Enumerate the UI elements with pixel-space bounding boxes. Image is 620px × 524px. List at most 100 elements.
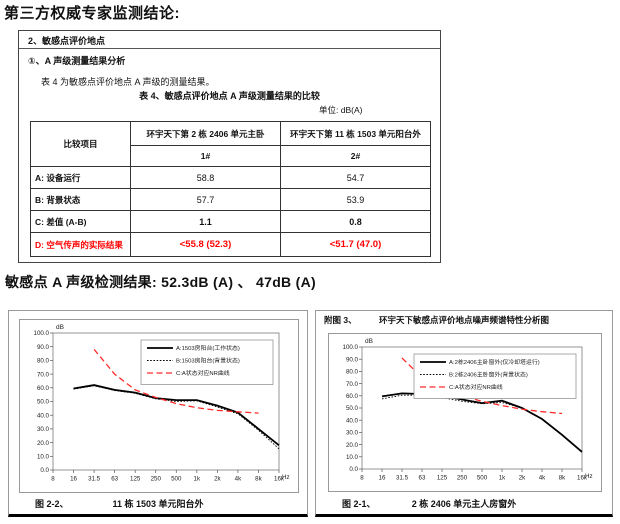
- chart-header: 附图 3、 环宇天下敏感点评价地点噪声频谱特性分析图: [316, 314, 612, 326]
- svg-text:16: 16: [379, 475, 386, 482]
- row-label: B: 背景状态: [30, 188, 131, 211]
- chart-caption: 图 2-2、 11 栋 1503 单元阳台外: [9, 497, 307, 510]
- intro-text: 表 4 为敏感点评价地点 A 声级的测量结果。: [41, 77, 215, 87]
- svg-text:Hz: Hz: [282, 474, 290, 481]
- row-value-2: <51.7 (47.0): [280, 232, 431, 257]
- svg-text:0.0: 0.0: [40, 467, 49, 474]
- spectrum-chart-right: 0.0 10.0 20.0 30.0 40.0 50.0 60.0 70.0 80.0 90.0 1…: [343, 338, 593, 482]
- svg-text:31.5: 31.5: [396, 475, 409, 482]
- svg-text:2k: 2k: [519, 475, 526, 482]
- row-label: D: 空气传声的实际结果: [30, 232, 131, 257]
- svg-text:125: 125: [437, 475, 448, 482]
- row-value-2: 53.9: [280, 188, 431, 211]
- table-row: B: 背景状态 57.7 53.9: [30, 188, 431, 211]
- section-divider: [19, 48, 440, 49]
- svg-text:4k: 4k: [539, 475, 546, 482]
- figure-id: 图 2-2、: [35, 499, 69, 509]
- svg-text:100.0: 100.0: [343, 344, 359, 351]
- svg-text:80.0: 80.0: [346, 369, 359, 376]
- svg-text:90.0: 90.0: [346, 356, 359, 363]
- row-label: C: 差值 (A-B): [30, 210, 131, 233]
- svg-text:16k: 16k: [274, 476, 285, 483]
- svg-text:125: 125: [130, 476, 141, 483]
- svg-text:40.0: 40.0: [346, 417, 359, 424]
- svg-text:dB: dB: [56, 324, 64, 331]
- svg-text:C:A状态对应NR曲线: C:A状态对应NR曲线: [176, 369, 230, 377]
- report-excerpt-box: 2、敏感点评价地点 ①、A 声级测量结果分析 表 4 为敏感点评价地点 A 声级…: [18, 30, 441, 263]
- svg-text:50.0: 50.0: [346, 405, 359, 412]
- svg-text:100.0: 100.0: [34, 330, 50, 337]
- svg-text:0.0: 0.0: [349, 466, 358, 473]
- svg-text:90.0: 90.0: [37, 344, 50, 351]
- row-value-1: 1.1: [130, 210, 281, 233]
- row-value-2: 54.7: [280, 166, 431, 189]
- point-2-id: 2#: [280, 145, 431, 167]
- svg-text:63: 63: [419, 475, 426, 482]
- svg-text:40.0: 40.0: [37, 412, 50, 419]
- section-heading: 2、敏感点评价地点: [28, 36, 106, 46]
- svg-text:8: 8: [51, 476, 55, 483]
- svg-text:60.0: 60.0: [37, 385, 50, 392]
- svg-text:80.0: 80.0: [37, 358, 50, 365]
- svg-text:20.0: 20.0: [346, 442, 359, 449]
- row-value-1: <55.8 (52.3): [130, 232, 281, 257]
- svg-text:10.0: 10.0: [37, 454, 50, 461]
- row-value-2: 0.8: [280, 210, 431, 233]
- svg-text:B:2栋2406主卧窗外(背景状态): B:2栋2406主卧窗外(背景状态): [449, 371, 528, 379]
- svg-text:A:2栋2406主卧窗外(仅冷却塔运行): A:2栋2406主卧窗外(仅冷却塔运行): [449, 358, 540, 366]
- subsection-heading: ①、A 声级测量结果分析: [28, 56, 126, 66]
- svg-text:30.0: 30.0: [37, 426, 50, 433]
- spectrum-chart-left: 0.0 10.0 20.0 30.0 40.0 50.0 60.0 70.0 80.0 90.0 1…: [34, 324, 290, 483]
- svg-text:31.5: 31.5: [88, 476, 101, 483]
- row-label: A: 设备运行: [30, 166, 131, 189]
- svg-text:250: 250: [151, 476, 162, 483]
- unit-label: 单位: dB(A): [319, 105, 363, 115]
- row-value-1: 58.8: [130, 166, 281, 189]
- svg-text:2k: 2k: [214, 476, 221, 483]
- svg-text:16k: 16k: [577, 475, 588, 482]
- svg-text:C:A状态对应NR曲线: C:A状态对应NR曲线: [449, 383, 503, 391]
- svg-text:1k: 1k: [194, 476, 201, 483]
- svg-text:70.0: 70.0: [346, 381, 359, 388]
- table-row: C: 差值 (A-B) 1.1 0.8: [30, 210, 431, 233]
- svg-text:1k: 1k: [499, 475, 506, 482]
- chart-frame: 0.0 10.0 20.0 30.0 40.0 50.0 60.0 70.0 80.0 90.0 1…: [328, 333, 602, 492]
- svg-text:8: 8: [360, 475, 364, 482]
- svg-text:8k: 8k: [559, 475, 566, 482]
- figure-caption-text: 11 栋 1503 单元阳台外: [112, 499, 204, 509]
- svg-text:500: 500: [477, 475, 488, 482]
- table-title: 表 4、敏感点评价地点 A 声级测量结果的比较: [139, 91, 320, 101]
- svg-text:10.0: 10.0: [346, 454, 359, 461]
- chart-caption: 图 2-1、 2 栋 2406 单元主人房窗外: [316, 497, 612, 510]
- row-value-1: 57.7: [130, 188, 281, 211]
- chart-panel-left: 0.0 10.0 20.0 30.0 40.0 50.0 60.0 70.0 80.0 90.0 1…: [8, 310, 308, 517]
- detection-result-line: 敏感点 A 声级检测结果: 52.3dB (A) 、 47dB (A): [5, 274, 316, 290]
- svg-text:70.0: 70.0: [37, 371, 50, 378]
- svg-text:63: 63: [111, 476, 118, 483]
- location-1-header: 环宇天下第 2 栋 2406 单元主卧: [130, 121, 281, 146]
- svg-text:60.0: 60.0: [346, 393, 359, 400]
- svg-text:20.0: 20.0: [37, 440, 50, 447]
- table-header-row-locations: 比较项目 环宇天下第 2 栋 2406 单元主卧 环宇天下第 11 栋 1503…: [30, 121, 431, 167]
- svg-text:B:1503房阳台(背景状态): B:1503房阳台(背景状态): [176, 357, 240, 365]
- point-1-id: 1#: [130, 145, 281, 167]
- svg-text:500: 500: [171, 476, 182, 483]
- table-row: A: 设备运行 58.8 54.7: [30, 166, 431, 189]
- svg-text:50.0: 50.0: [37, 399, 50, 406]
- comparison-table: 比较项目 环宇天下第 2 栋 2406 单元主卧 环宇天下第 11 栋 1503…: [30, 121, 431, 257]
- figure-caption-text: 2 栋 2406 单元主人房窗外: [411, 499, 517, 509]
- chart-panel-right: 附图 3、 环宇天下敏感点评价地点噪声频谱特性分析图 0.0 10.0 20.0 30…: [315, 310, 613, 517]
- chart-frame: 0.0 10.0 20.0 30.0 40.0 50.0 60.0 70.0 80.0 90.0 1…: [19, 319, 299, 493]
- svg-text:Hz: Hz: [585, 473, 593, 480]
- figure-id: 图 2-1、: [342, 499, 376, 509]
- svg-text:dB: dB: [365, 338, 373, 345]
- svg-text:8k: 8k: [255, 476, 262, 483]
- svg-text:4k: 4k: [235, 476, 242, 483]
- svg-text:16: 16: [70, 476, 77, 483]
- attachment-figure-title: 环宇天下敏感点评价地点噪声频谱特性分析图: [378, 315, 549, 325]
- corner-header-cell: 比较项目: [30, 121, 131, 167]
- svg-text:250: 250: [457, 475, 468, 482]
- location-2-header: 环宇天下第 11 栋 1503 单元阳台外: [280, 121, 431, 146]
- attachment-figure-id: 附图 3、: [324, 315, 357, 325]
